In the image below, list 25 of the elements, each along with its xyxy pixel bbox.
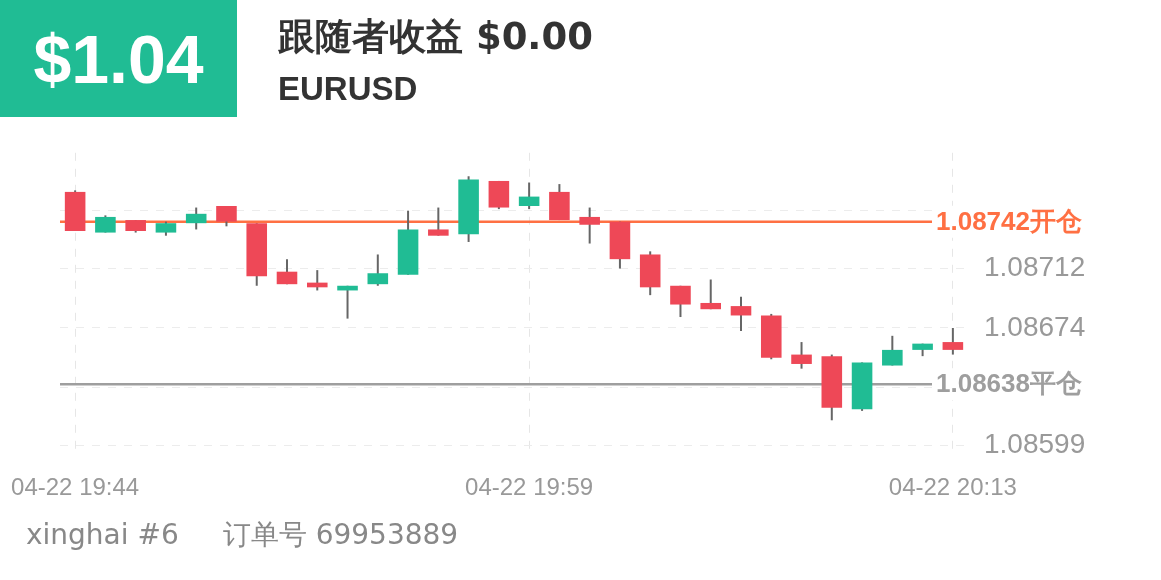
candlestick (276, 258, 298, 286)
text: $1.04 (0, 0, 237, 117)
x-tick-label: 04-22 19:59 (465, 472, 594, 500)
candlestick (942, 326, 964, 356)
ref-line-label: 1.08638平仓 (936, 368, 1082, 399)
candlestick (730, 295, 752, 333)
candlestick (670, 284, 691, 319)
candlestick (791, 341, 812, 370)
candlestick (882, 334, 903, 367)
candlestick (579, 206, 600, 245)
candlestick (700, 278, 722, 311)
ref-line-label: 1.08742开仓 (936, 205, 1082, 236)
candlestick (518, 181, 540, 211)
y-tick-label: 1.08712 (984, 251, 1086, 283)
y-tick-label: 1.08674 (984, 310, 1086, 342)
text: 订单号 69953889 (222, 518, 459, 551)
candlestick (185, 206, 207, 231)
chart-subtitle: EURUSD (278, 70, 418, 108)
text: xinghai #6 (26, 518, 179, 551)
x-tick-label: 04-22 19:44 (11, 472, 140, 500)
candlestick (428, 206, 449, 237)
x-tick-label: 04-22 20:13 (888, 472, 1017, 500)
y-tick-label: 1.08599 (984, 428, 1086, 460)
chart-title: 跟随者收益 $0.00 (278, 14, 593, 60)
candlestick (367, 253, 389, 287)
